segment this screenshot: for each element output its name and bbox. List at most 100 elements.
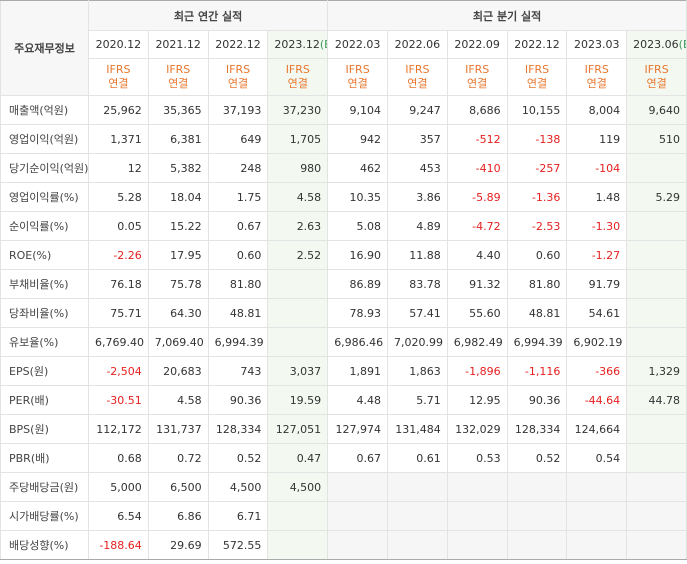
value-cell: 9,247 (386, 95, 448, 125)
value: 0.67 (356, 451, 381, 465)
value: 453 (419, 161, 441, 175)
value-cell: 942 (327, 124, 388, 154)
value-cell: 572.55 (207, 530, 269, 560)
value: -30.51 (106, 393, 142, 407)
value-cell: 510 (626, 124, 687, 154)
value: -44.64 (584, 393, 621, 407)
scope: 연결 (526, 77, 548, 90)
value: 462 (359, 161, 381, 175)
standard-header: IFRS 연결 (626, 58, 687, 96)
value-cell (506, 530, 568, 560)
value-cell: 0.05 (88, 211, 149, 241)
data-row: BPS(원) 112,172 131,737 128,334 127,051 127,97… (0, 414, 687, 444)
value: 128,334 (215, 422, 262, 436)
value-cell: -5.89 (446, 182, 508, 212)
value: 5,382 (170, 161, 202, 175)
value-cell: 7,020.99 (386, 327, 448, 357)
period-header: 2023.12(E) (267, 30, 329, 59)
value: 19.59 (289, 393, 322, 407)
value-cell: 15.22 (147, 211, 209, 241)
value-cell (267, 269, 329, 299)
value: 6.71 (236, 509, 262, 523)
value: 6,381 (170, 132, 202, 146)
period: 2022.12 (514, 38, 560, 51)
value: 132,029 (455, 422, 501, 436)
value: 4.48 (356, 393, 381, 407)
value-cell: 4,500 (267, 472, 329, 502)
value-cell (327, 501, 388, 531)
value: 3.86 (416, 190, 441, 204)
data-row: PER(배) -30.51 4.58 90.36 19.59 4.48 5.71 12.95 9… (0, 385, 687, 415)
standard-header: IFRS 연결 (147, 58, 209, 96)
value: 4.58 (296, 190, 322, 204)
value: 29.69 (170, 538, 202, 552)
scope: 연결 (347, 77, 368, 90)
value-cell: 127,051 (267, 414, 329, 444)
value-cell: 12.95 (446, 385, 508, 415)
value-cell (506, 472, 568, 502)
value: -1.36 (531, 190, 561, 204)
value-cell: 6.86 (147, 501, 209, 531)
value-cell: 5.08 (327, 211, 388, 241)
standard: IFRS (345, 63, 370, 76)
value-cell: 9,104 (327, 95, 388, 125)
row-label: 주당배당금(원) (0, 472, 89, 502)
value: -138 (535, 132, 561, 146)
value-cell: 0.53 (446, 443, 508, 473)
value-cell: -1.30 (566, 211, 628, 241)
value-cell: 248 (207, 153, 269, 183)
corner-header: 주요재무정보 (0, 0, 89, 96)
value-cell: -1,896 (446, 356, 508, 386)
row-label: 당기순이익(억원) (0, 153, 89, 183)
value-cell: 119 (566, 124, 628, 154)
value-cell (446, 501, 508, 531)
value: 248 (240, 161, 262, 175)
value: 1,863 (409, 364, 441, 378)
value-cell: 90.36 (207, 385, 269, 415)
period-header: 2022.09 (446, 30, 508, 59)
row-label: ROE(%) (0, 240, 89, 270)
value-cell: 75.78 (147, 269, 209, 299)
value: -1.30 (591, 219, 621, 233)
data-row: 영업이익(억원) 1,371 6,381 649 1,705 942 357 -512 -138… (0, 124, 687, 154)
value-cell: 0.61 (386, 443, 448, 473)
row-label: EPS(원) (0, 356, 89, 386)
data-row: 순이익률(%) 0.05 15.22 0.67 2.63 5.08 4.89 -4.72 -2.… (0, 211, 687, 241)
value-cell: 127,974 (327, 414, 388, 444)
standard: IFRS (644, 63, 669, 76)
value-cell: 83.78 (386, 269, 448, 299)
scope: 연결 (168, 77, 189, 90)
value: 90.36 (528, 393, 561, 407)
value-cell: 980 (267, 153, 329, 183)
value: 20,683 (163, 364, 202, 378)
value: 86.89 (349, 277, 381, 291)
value: 16.90 (349, 248, 381, 262)
value: 3,037 (289, 364, 322, 378)
value: -512 (475, 132, 501, 146)
value: 2.63 (296, 219, 322, 233)
value-cell: 91.79 (566, 269, 628, 299)
period: 2020.12 (95, 38, 142, 51)
value: 8,686 (469, 103, 501, 117)
value-cell: -2,504 (88, 356, 149, 386)
value-cell: 91.32 (446, 269, 508, 299)
value: 0.05 (117, 219, 142, 233)
value: 942 (359, 132, 381, 146)
value-cell: 55.60 (446, 298, 508, 328)
value: 64.30 (170, 306, 202, 320)
value-cell: 6,500 (147, 472, 209, 502)
value-cell: 0.68 (88, 443, 149, 473)
value: -4.72 (472, 219, 501, 233)
value: 6.86 (177, 509, 202, 523)
value: 78.93 (349, 306, 381, 320)
value-cell (267, 298, 329, 328)
standard-header: IFRS 연결 (88, 58, 149, 96)
value-cell: 453 (386, 153, 448, 183)
value: -5.89 (472, 190, 501, 204)
value: 6,902.19 (573, 335, 623, 349)
value: 55.60 (469, 306, 501, 320)
value: 5.71 (416, 393, 441, 407)
standard: IFRS (524, 63, 550, 76)
estimate-mark: (E) (319, 38, 327, 51)
